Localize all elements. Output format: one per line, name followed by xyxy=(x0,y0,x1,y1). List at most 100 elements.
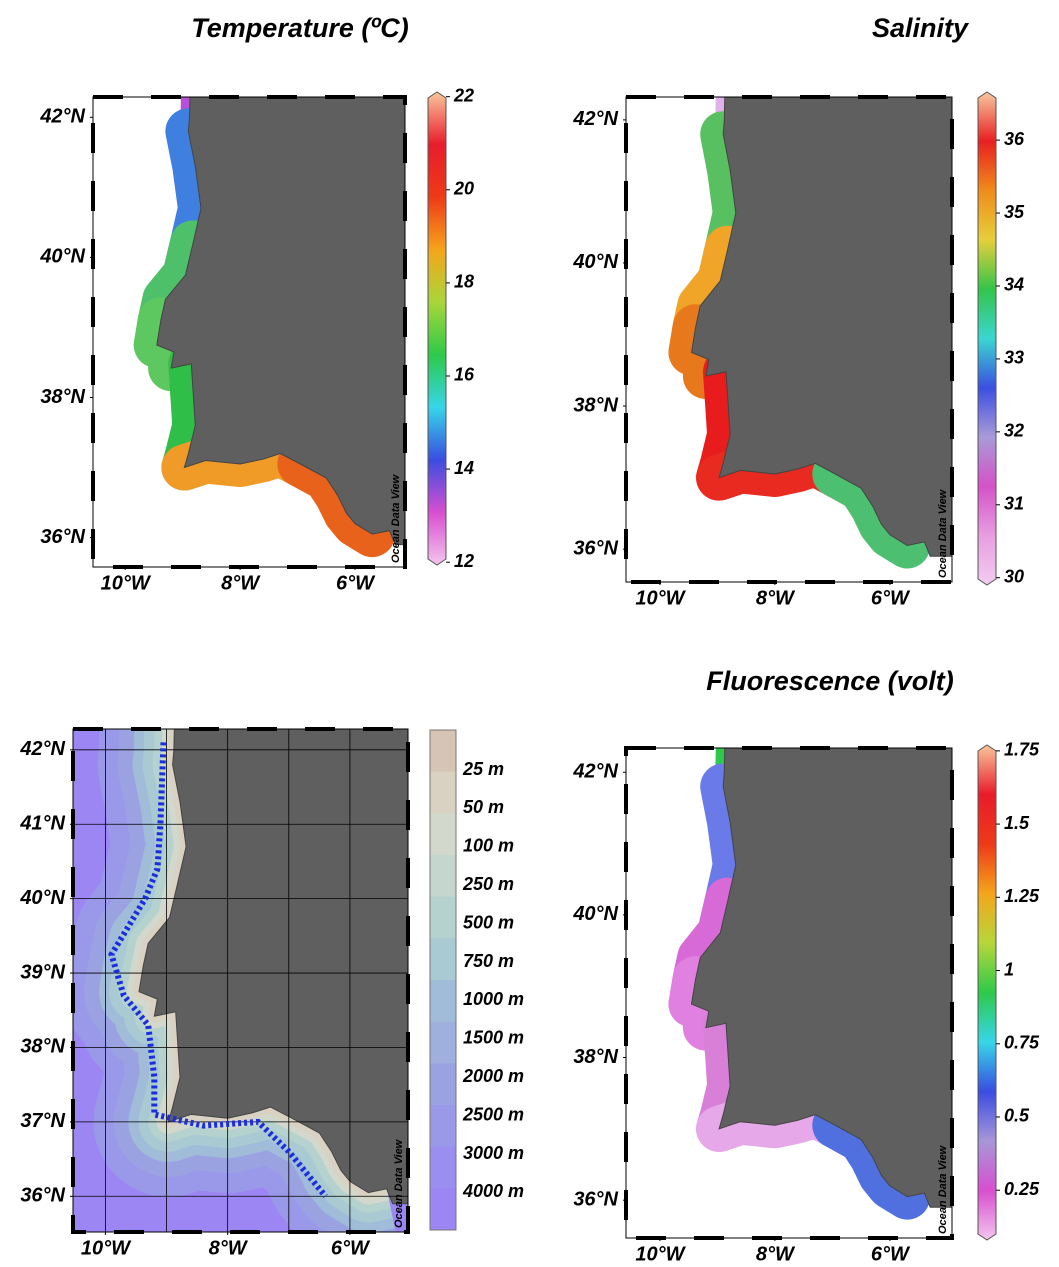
depth-swatch xyxy=(430,1021,456,1064)
lat-tick-label: 42°N xyxy=(39,106,85,128)
lon-tick-label: 10°W xyxy=(101,572,152,594)
frame-ticks xyxy=(91,95,407,569)
lon-tick-label: 10°W xyxy=(635,587,686,609)
panel-title: Salinity xyxy=(872,13,970,43)
lon-tick-label: 8°W xyxy=(756,587,796,609)
watermark: Ocean Data View xyxy=(937,488,949,578)
watermark: Ocean Data View xyxy=(937,1144,949,1234)
depth-swatch xyxy=(430,938,456,981)
depth-swatch xyxy=(430,1063,456,1106)
land xyxy=(156,97,405,546)
colorbar-tick-label: 0.5 xyxy=(1004,1106,1030,1126)
lat-tick-label: 36°N xyxy=(20,1185,65,1207)
depth-swatch xyxy=(430,980,456,1023)
depth-label: 25 m xyxy=(462,759,504,779)
lat-tick-label: 42°N xyxy=(572,761,618,783)
depth-label: 500 m xyxy=(463,912,514,932)
lat-tick-label: 36°N xyxy=(40,526,85,548)
map-panel: Ocean Data View Temperature (ºC) 10°W 8°W 6°… xyxy=(39,13,475,594)
colorbar-tick-label: 22 xyxy=(453,85,474,105)
depth-swatch xyxy=(430,813,456,856)
map-area xyxy=(73,729,408,1232)
frame xyxy=(625,747,953,1239)
colorbar xyxy=(977,744,997,1241)
lon-tick-label: 8°W xyxy=(209,1237,249,1259)
depth-label: 2500 m xyxy=(462,1104,524,1124)
lat-tick-label: 36°N xyxy=(573,1188,618,1210)
colorbar-tick-label: 14 xyxy=(454,458,474,478)
map-area xyxy=(626,748,952,1238)
lat-tick-label: 40°N xyxy=(572,251,618,273)
colorbar-tick-label: 1 xyxy=(1004,959,1014,979)
lon-tick-label: 6°W xyxy=(331,1237,371,1259)
panel-title: Fluorescence (volt) xyxy=(706,666,954,696)
land xyxy=(690,97,952,557)
lat-tick-label: 38°N xyxy=(40,386,85,408)
colorbar-tick-label: 34 xyxy=(1004,275,1024,295)
colorbar-tick-label: 1.75 xyxy=(1004,740,1040,760)
depth-label: 250 m xyxy=(462,874,514,894)
depth-swatch xyxy=(430,855,456,898)
colorbar-tick-label: 33 xyxy=(1004,348,1024,368)
depth-swatch xyxy=(430,1188,456,1231)
map-panel: Ocean Data View Fluorescence (volt) 10°W 8°… xyxy=(572,666,1040,1265)
frame xyxy=(625,96,953,583)
colorbar-tick-label: 1.5 xyxy=(1004,813,1030,833)
colorbar xyxy=(977,91,997,586)
lon-tick-label: 6°W xyxy=(871,1243,911,1265)
colorbar-tick-label: 36 xyxy=(1004,129,1025,149)
lat-tick-label: 42°N xyxy=(572,108,618,130)
colorbar-tick-label: 12 xyxy=(454,551,474,571)
depth-swatch xyxy=(430,896,456,939)
station-track xyxy=(108,742,328,1199)
lat-tick-label: 38°N xyxy=(573,394,618,416)
colorbar-tick-label: 16 xyxy=(454,365,475,385)
lon-tick-label: 10°W xyxy=(81,1237,132,1259)
colorbar-tick-label: 0.75 xyxy=(1004,1033,1040,1053)
map-panel: Ocean Data View 10°W 8°W 6°W 42°N 41°N 40°N 39°… xyxy=(19,727,524,1259)
depth-swatch xyxy=(430,730,456,773)
lon-tick-label: 8°W xyxy=(221,572,261,594)
lat-tick-label: 42°N xyxy=(19,738,65,760)
colorbar-tick-label: 32 xyxy=(1004,421,1024,441)
depth-label: 100 m xyxy=(463,836,514,856)
colorbar xyxy=(427,91,447,566)
depth-label: 1500 m xyxy=(463,1028,524,1048)
map-area xyxy=(93,97,405,567)
lat-tick-label: 38°N xyxy=(573,1046,618,1068)
depth-label: 1000 m xyxy=(463,989,524,1009)
lat-tick-label: 40°N xyxy=(572,903,618,925)
lat-tick-label: 37°N xyxy=(20,1110,65,1132)
depth-label: 4000 m xyxy=(462,1181,524,1201)
lon-tick-label: 6°W xyxy=(336,572,376,594)
depth-label: 2000 m xyxy=(462,1066,524,1086)
depth-swatch xyxy=(430,771,456,814)
map-area xyxy=(626,97,952,582)
lon-tick-label: 6°W xyxy=(871,587,911,609)
depth-swatch xyxy=(430,1146,456,1189)
lat-tick-label: 38°N xyxy=(20,1036,65,1058)
colorbar-tick-label: 20 xyxy=(453,179,474,199)
depth-label: 750 m xyxy=(463,951,514,971)
colorbar-tick-label: 31 xyxy=(1004,494,1024,514)
lat-tick-label: 36°N xyxy=(573,537,618,559)
frame-ticks xyxy=(71,727,410,1234)
depth-label: 3000 m xyxy=(463,1143,524,1163)
lon-tick-label: 10°W xyxy=(635,1243,686,1265)
lat-tick-label: 40°N xyxy=(19,887,65,909)
lat-tick-label: 39°N xyxy=(20,961,65,983)
colorbar-tick-label: 0.25 xyxy=(1004,1179,1040,1199)
lat-tick-label: 40°N xyxy=(39,246,85,268)
colorbar-tick-label: 35 xyxy=(1004,202,1025,222)
depth-swatch xyxy=(430,1105,456,1148)
colorbar-tick-label: 18 xyxy=(454,272,474,292)
depth-label: 50 m xyxy=(463,797,504,817)
colorbar-frame xyxy=(429,729,457,1231)
panel-title: Temperature (ºC) xyxy=(191,13,408,43)
colorbar-tick-label: 1.25 xyxy=(1004,886,1040,906)
lon-tick-label: 8°W xyxy=(756,1243,796,1265)
watermark: Ocean Data View xyxy=(393,1138,405,1228)
map-panel: Ocean Data View Salinity 10°W 8°W 6°W 42°N 40°… xyxy=(572,13,1025,609)
lat-tick-label: 41°N xyxy=(19,813,65,835)
